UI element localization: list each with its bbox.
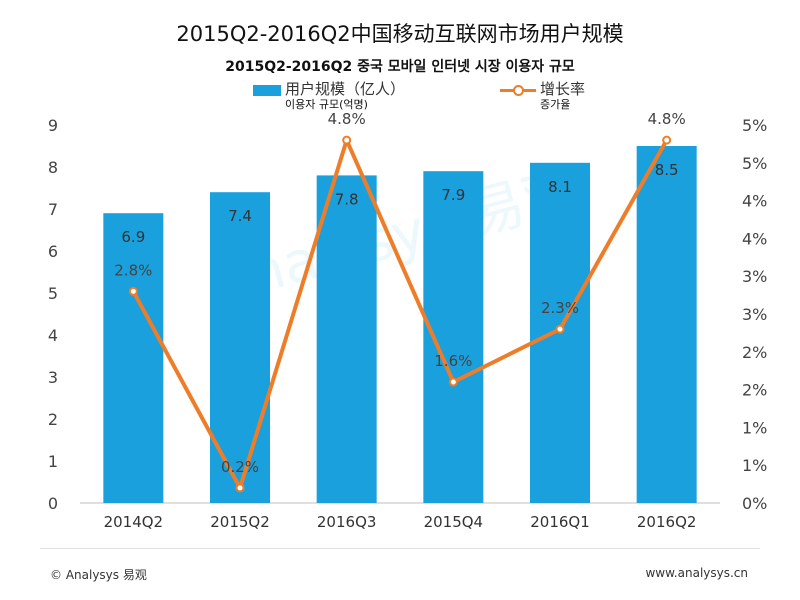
growth-point [555,324,565,334]
x-tick-label: 2016Q1 [530,513,590,531]
growth-value-label: 2.8% [114,261,152,279]
y-right-tick-label: 4% [742,192,767,211]
legend-growth-label: 增长率 [540,80,586,98]
y-right-tick-label: 3% [742,305,767,324]
growth-value-label: 1.6% [434,352,472,370]
x-tick-label: 2015Q2 [210,513,270,531]
growth-line [131,138,669,490]
bar-value-label: 7.8 [335,190,359,208]
bar [636,146,697,503]
y-right-tick-label: 3% [742,267,767,286]
footer-copyright: © Analysys 易观 [50,568,147,582]
growth-value-label: 2.3% [541,299,579,317]
bar-value-label: 8.5 [655,161,679,179]
y-left-tick-label: 7 [48,200,58,219]
legend-bar-swatch [253,85,281,96]
legend-users-label: 用户规模（亿人） [285,80,406,98]
footer-divider [40,548,760,549]
legend-growth-sublabel: 증가율 [540,98,571,111]
legend-users-sublabel: 이용자 규모(억명) [285,98,368,111]
growth-value-label: 4.8% [648,110,686,128]
y-right-tick-label: 2% [742,381,767,400]
legend-line-swatch [500,80,536,100]
y-right-tick-label: 1% [742,418,767,437]
y-right-tick-label: 4% [742,229,767,248]
y-right-tick-label: 1% [742,456,767,475]
y-left-tick-label: 5 [48,284,58,303]
y-left-tick-label: 8 [48,158,58,177]
bar-value-label: 8.1 [548,178,572,196]
y-left-tick-label: 9 [48,116,58,135]
bar-value-label: 6.9 [121,228,145,246]
bar-value-label: 7.4 [228,207,252,225]
growth-value-label: 4.8% [328,110,366,128]
bar-value-label: 7.9 [441,186,465,204]
x-tick-label: 2015Q4 [424,513,484,531]
growth-point [128,286,138,296]
growth-point [235,483,245,493]
x-tick-label: 2016Q2 [637,513,697,531]
x-tick-label: 2014Q2 [104,513,164,531]
x-tick-label: 2016Q3 [317,513,377,531]
legend-item-users: 用户规模（亿人） 이용자 규모(억명) [253,80,405,111]
y-left-tick-label: 0 [48,494,58,513]
bar [103,213,164,503]
y-left-tick-label: 3 [48,368,58,387]
y-left-tick-label: 6 [48,242,58,261]
chart-subtitle: 2015Q2-2016Q2 중국 모바일 인터넷 시장 이용자 규모 [225,59,575,75]
bar [316,175,377,503]
chart-title: 2015Q2-2016Q2中国移动互联网市场用户规模 [176,22,624,46]
y-right-tick-label: 5% [742,154,767,173]
growth-point [662,135,672,145]
y-left-tick-label: 2 [48,410,58,429]
y-left-tick-label: 1 [48,452,58,471]
growth-point [342,135,352,145]
y-right-tick-label: 0% [742,494,767,513]
y-left-tick-label: 4 [48,326,58,345]
legend-item-growth: 增长率 증가율 [500,80,585,111]
growth-value-label: 0.2% [221,458,259,476]
y-right-tick-label: 2% [742,343,767,362]
y-right-tick-label: 5% [742,116,767,135]
bar [210,192,270,503]
growth-point [448,377,458,387]
footer-website: www.analysys.cn [645,566,748,580]
